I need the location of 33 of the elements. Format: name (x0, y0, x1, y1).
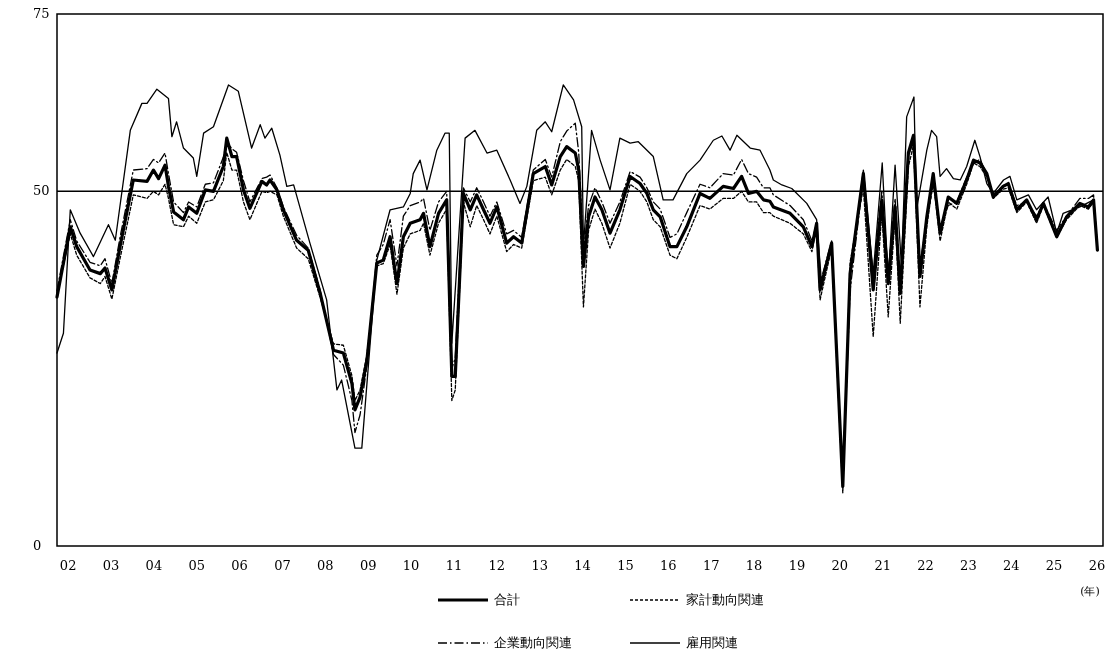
x-tick-label: 10 (402, 557, 420, 573)
x-tick-label: 24 (1002, 557, 1020, 573)
x-tick-label: 14 (574, 557, 591, 573)
x-tick-label: 05 (188, 557, 206, 573)
x-tick-label: 03 (102, 557, 120, 573)
x-tick-label: 06 (231, 557, 248, 573)
x-tick-label: 25 (1045, 557, 1063, 573)
x-tick-label: 15 (617, 557, 634, 573)
x-tick-label: 08 (317, 557, 334, 573)
x-tick-label: 22 (917, 557, 934, 573)
y-tick-label: 50 (33, 182, 50, 198)
x-tick-label: 16 (660, 557, 677, 573)
x-tick-label: 02 (59, 557, 77, 573)
x-tick-label: 07 (274, 557, 291, 573)
y-tick-label: 75 (33, 5, 50, 21)
x-tick-label: 23 (960, 557, 977, 573)
x-tick-label: 21 (874, 557, 891, 573)
x-tick-label: 13 (531, 557, 548, 573)
x-axis-title: (年) (1080, 585, 1100, 598)
x-tick-label: 19 (788, 557, 806, 573)
legend-label: 合計 (494, 591, 520, 607)
x-tick-label: 09 (359, 557, 377, 573)
x-tick-label: 18 (745, 557, 763, 573)
x-tick-label: 11 (445, 557, 463, 573)
legend-label: 企業動向関連 (494, 634, 572, 650)
x-tick-label: 20 (831, 557, 849, 573)
x-tick-label: 12 (488, 557, 506, 573)
x-tick-label: 04 (145, 557, 163, 573)
y-tick-label: 0 (33, 537, 42, 553)
x-tick-label: 17 (702, 557, 720, 573)
x-tick-label: 26 (1088, 557, 1106, 573)
legend-label: 雇用関連 (686, 634, 738, 650)
legend-label: 家計動向関連 (686, 591, 764, 607)
